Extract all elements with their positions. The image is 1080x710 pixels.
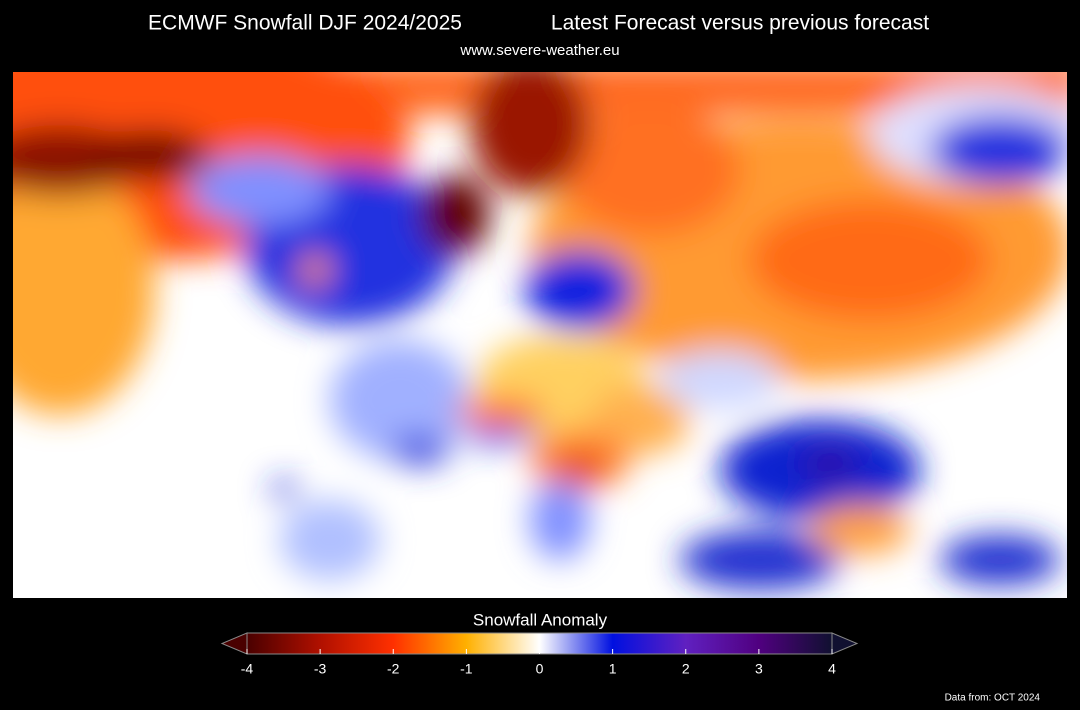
colorbar-extend-high [831, 632, 859, 655]
colorbar-tick-label: -3 [314, 661, 327, 677]
title: ECMWF Snowfall DJF 2024/2025 [148, 12, 462, 35]
colorbar-tick-label: -1 [460, 661, 473, 677]
colorbar-tick-label: 3 [755, 661, 763, 677]
colorbar: -4 -3 -2 -1 0 1 2 3 4 [220, 632, 859, 677]
colorbar-label: Snowfall Anomaly [473, 610, 608, 629]
colorbar-tick-label: -2 [387, 661, 400, 677]
source: www.severe-weather.eu [459, 42, 619, 59]
colorbar-tick-label: 4 [828, 661, 836, 677]
map [13, 72, 1067, 598]
colorbar-tick-label: 1 [609, 661, 617, 677]
colorbar-tick-label: -4 [241, 661, 254, 677]
subtitle: Latest Forecast versus previous forecast [551, 12, 929, 35]
footer-note: Data from: OCT 2024 [945, 693, 1041, 704]
colorbar-tick-label: 0 [536, 661, 544, 677]
colorbar-extend-low [220, 632, 248, 655]
colorbar-tick-label: 2 [682, 661, 690, 677]
